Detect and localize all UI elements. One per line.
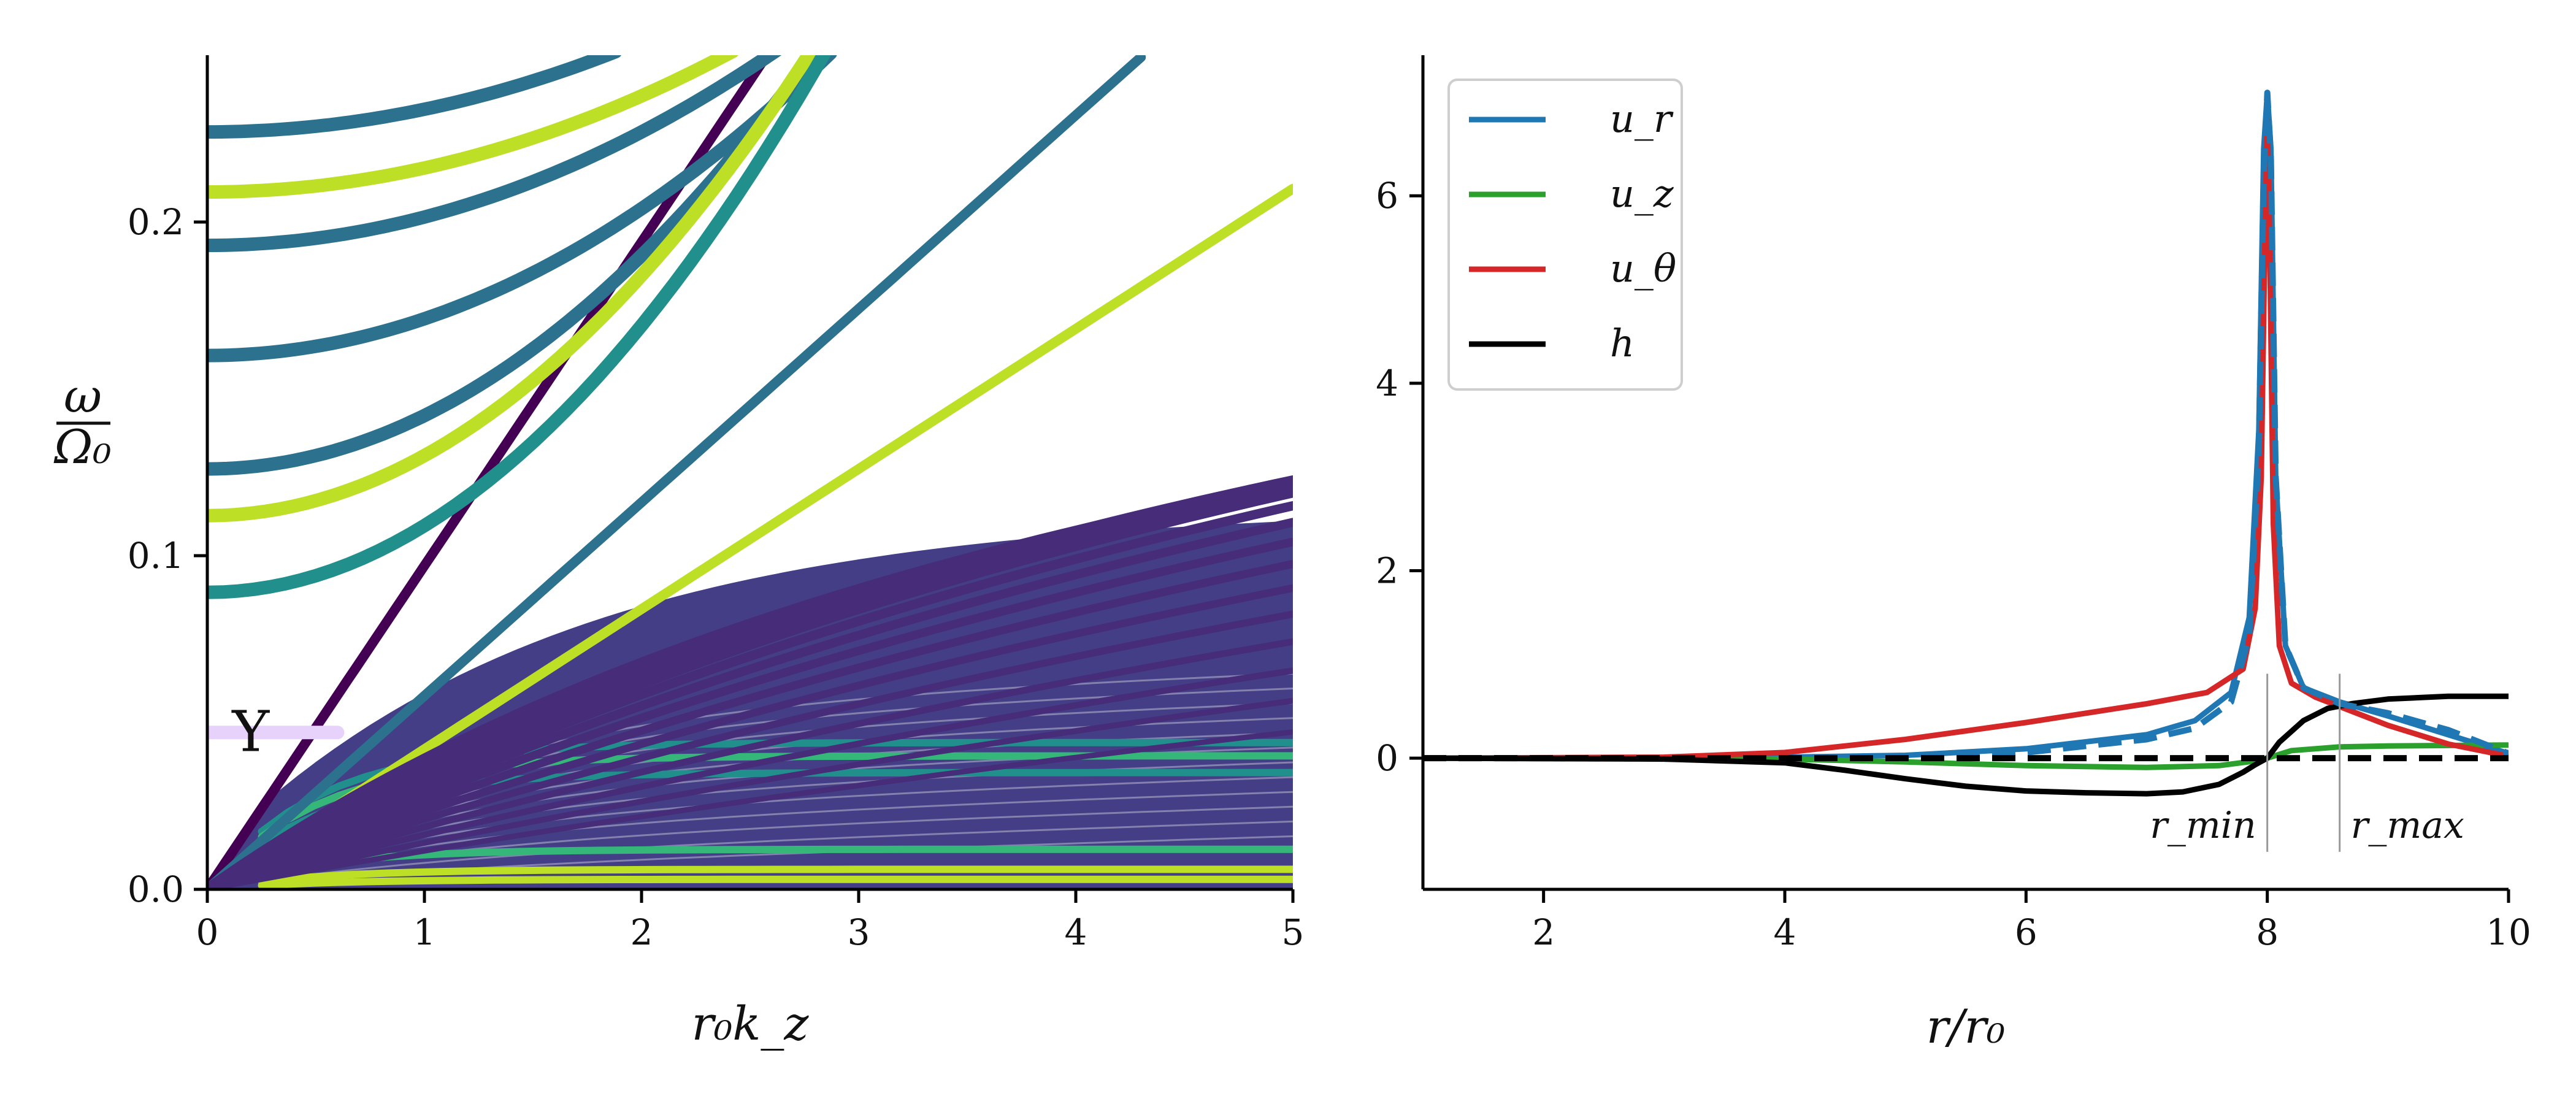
marker-y: Y bbox=[231, 699, 270, 764]
left-y-axis-label-numerator: ω bbox=[64, 369, 102, 423]
left-x-tick-label: 1 bbox=[413, 911, 436, 953]
dispersion-branch bbox=[207, 55, 831, 599]
marker-symbol: Y bbox=[231, 699, 270, 764]
left-x-tick-label: 0 bbox=[196, 911, 219, 953]
right-x-axis-label: r/r₀ bbox=[1926, 999, 2006, 1054]
legend: u_r u_z u_θh bbox=[1447, 79, 1683, 391]
dispersion-branch bbox=[207, 584, 1293, 889]
legend-items: u_r u_z u_θh bbox=[1469, 96, 1676, 366]
left-y-ticks: 0.0 0.1 0.2 bbox=[128, 201, 207, 910]
legend-label: u_r bbox=[1610, 96, 1674, 141]
left-panel: Y 0 1 2 3 4 5 0.0 0.1 0.2 r₀k_z ω Ω₀ bbox=[53, 55, 1305, 1051]
dispersion-branch bbox=[207, 537, 1293, 889]
left-y-axis-label-denominator: Ω₀ bbox=[53, 420, 111, 474]
dispersion-branch bbox=[207, 729, 1293, 889]
right-plot-area bbox=[1423, 90, 2509, 797]
legend-label: h bbox=[1610, 321, 1635, 366]
right-vertical-markers: r_min r_max bbox=[2150, 673, 2464, 852]
legend-label: u_θ bbox=[1610, 246, 1676, 291]
low-frequency-band bbox=[258, 875, 1293, 889]
legend-label: u_z bbox=[1610, 171, 1674, 216]
dispersion-branch bbox=[207, 638, 1293, 889]
vertical-marker-label: r_min bbox=[2150, 804, 2256, 847]
dispersion-branch bbox=[207, 697, 1293, 889]
dispersion-branch bbox=[207, 55, 738, 199]
dispersion-branch bbox=[207, 667, 1293, 889]
legend-box bbox=[1447, 79, 1683, 391]
vertical-marker-label: r_max bbox=[2351, 804, 2464, 847]
right-x-tick-label: 8 bbox=[2256, 911, 2279, 953]
dispersion-branch bbox=[207, 488, 1293, 889]
right-panel: r_min r_max 2 4 6 8 10 0 2 4 6 r/r₀ u_r u_z u_θh bbox=[1376, 55, 2531, 1054]
right-y-tick-label: 2 bbox=[1376, 550, 1398, 591]
dispersion-branch bbox=[207, 55, 817, 523]
dispersion-branch bbox=[207, 55, 782, 253]
dispersion-branch bbox=[207, 518, 1293, 889]
left-x-tick-label: 5 bbox=[1282, 911, 1305, 953]
low-frequency-band bbox=[258, 865, 1293, 886]
left-x-tick-label: 4 bbox=[1065, 911, 1087, 953]
left-x-ticks: 0 1 2 3 4 5 bbox=[196, 889, 1305, 953]
low-frequency-band bbox=[258, 845, 1293, 878]
continuum-streak bbox=[272, 820, 1293, 881]
right-y-tick-label: 6 bbox=[1376, 175, 1398, 217]
left-x-tick-label: 2 bbox=[631, 911, 653, 953]
right-x-tick-label: 10 bbox=[2486, 911, 2531, 953]
left-x-axis-label: r₀k_z bbox=[692, 996, 810, 1051]
right-y-tick-label: 4 bbox=[1376, 362, 1398, 404]
dispersion-branch bbox=[207, 55, 621, 139]
left-x-tick-label: 3 bbox=[848, 911, 870, 953]
dispersion-branch bbox=[207, 55, 837, 362]
right-x-ticks: 2 4 6 8 10 bbox=[1532, 889, 2531, 953]
dispersion-branch bbox=[207, 55, 1146, 889]
right-y-tick-label: 0 bbox=[1376, 737, 1398, 779]
dispersion-branch bbox=[207, 501, 1293, 889]
left-y-tick-label: 0.1 bbox=[128, 535, 184, 577]
left-y-tick-label: 0.2 bbox=[128, 201, 184, 243]
continuum-streak bbox=[272, 776, 1293, 871]
dispersion-branch bbox=[207, 559, 1293, 889]
right-x-tick-label: 2 bbox=[1532, 911, 1555, 953]
left-y-tick-label: 0.0 bbox=[128, 868, 184, 910]
dispersion-branch bbox=[207, 610, 1293, 889]
right-x-tick-label: 6 bbox=[2015, 911, 2037, 953]
right-x-tick-label: 4 bbox=[1774, 911, 1796, 953]
dispersion-branch bbox=[207, 73, 800, 476]
continuum-streak bbox=[272, 791, 1293, 874]
left-plot-area bbox=[207, 55, 1293, 889]
right-y-ticks: 0 2 4 6 bbox=[1376, 175, 1423, 779]
